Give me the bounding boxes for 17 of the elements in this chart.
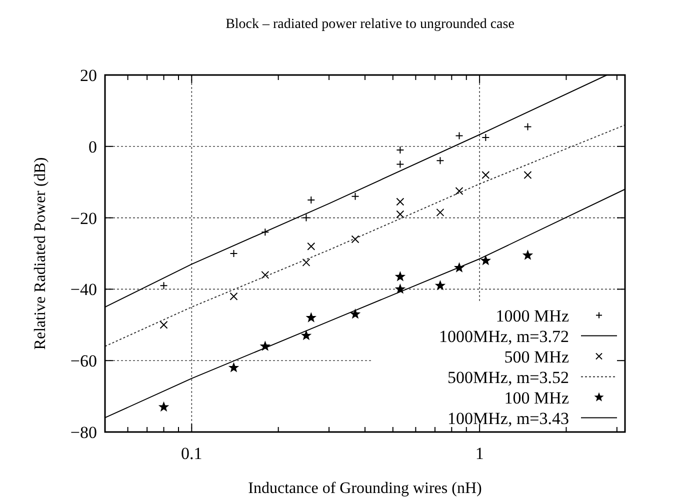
x-tick-label: 1 bbox=[475, 444, 484, 463]
y-tick-label: 0 bbox=[88, 137, 97, 156]
y-axis-title: Relative Radiated Power (dB) bbox=[32, 157, 49, 350]
y-tick-label: 20 bbox=[80, 66, 97, 85]
y-tick-label: −20 bbox=[70, 208, 97, 228]
legend-label: 100 MHz bbox=[504, 388, 570, 408]
legend-label: 500MHz, m=3.52 bbox=[448, 368, 569, 387]
x-tick-label: 0.1 bbox=[181, 444, 202, 463]
x-axis-title: Inductance of Grounding wires (nH) bbox=[248, 480, 482, 497]
y-tick-label: −60 bbox=[70, 352, 97, 371]
legend-label: 500 MHz bbox=[504, 347, 570, 366]
y-tick-label: −40 bbox=[70, 280, 97, 300]
legend-label: 1000MHz, m=3.72 bbox=[439, 326, 569, 346]
legend-label: 1000 MHz bbox=[496, 306, 570, 326]
legend-label: 100MHz, m=3.43 bbox=[448, 408, 569, 428]
y-tick-label: −80 bbox=[70, 423, 97, 442]
chart-title: Block – radiated power relative to ungrounded case bbox=[226, 17, 514, 32]
